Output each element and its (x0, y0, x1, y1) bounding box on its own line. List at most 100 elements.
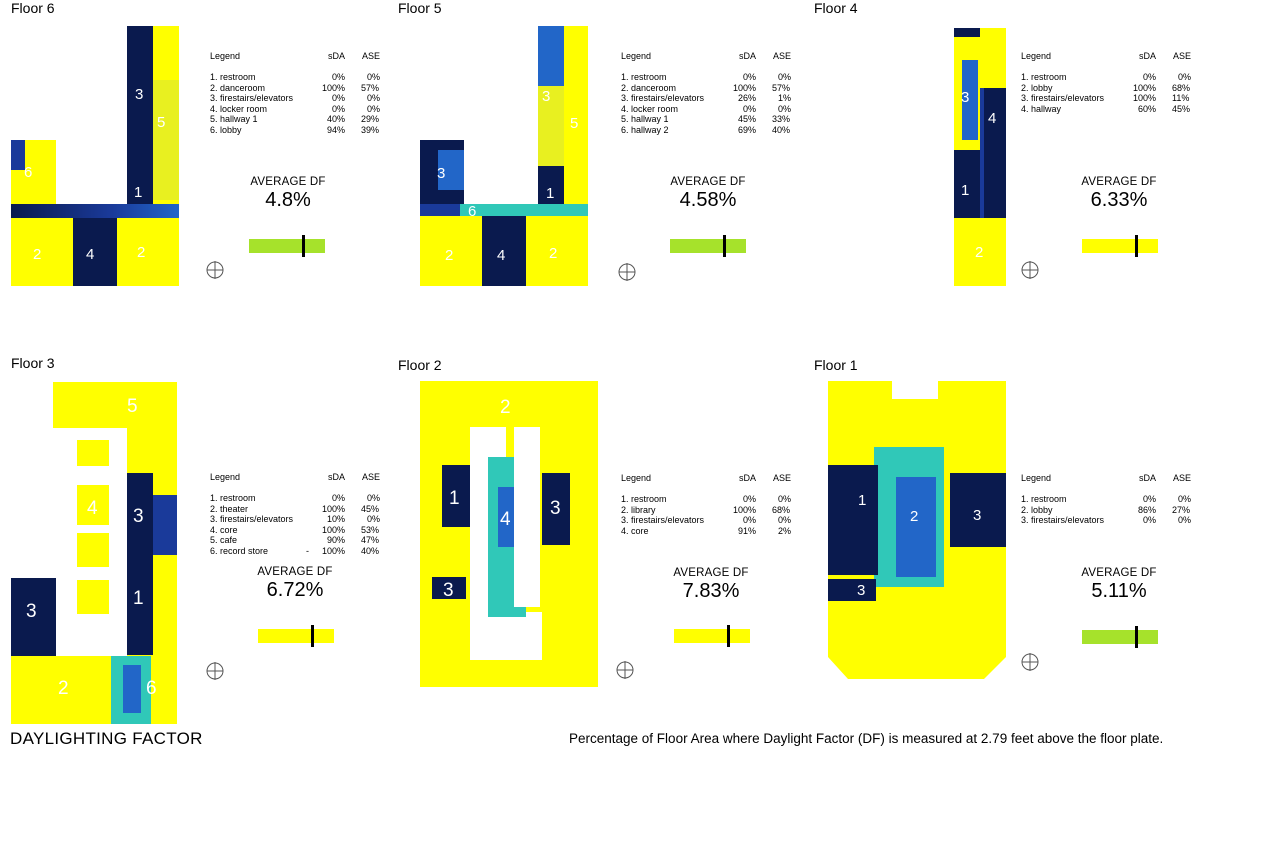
legend-row: 4. core 91% 2% (621, 526, 796, 537)
plan-label: 2 (549, 245, 557, 262)
north-arrow-icon (206, 662, 224, 680)
room-name: 3. firestairs/elevators (621, 93, 705, 104)
average-df: AVERAGE DF 5.11% (1064, 567, 1174, 603)
plan-label: 4 (87, 498, 98, 519)
room-name: 4. locker room (210, 103, 268, 114)
plan-label: 3 (437, 165, 445, 182)
plan-label: 6 (146, 678, 157, 699)
room-sda: 0% (332, 493, 346, 503)
room-sda: 100% (1133, 93, 1157, 104)
average-df: AVERAGE DF 6.33% (1064, 176, 1174, 212)
average-df: AVERAGE DF 4.58% (653, 176, 763, 212)
room-sda: 40% (327, 114, 346, 125)
df-bar (670, 235, 746, 257)
legend-row: 2. lobby 86% 27% (1021, 505, 1196, 516)
room-sda: 91% (738, 525, 757, 536)
plan-label: 1 (961, 182, 969, 199)
plan-label: 1 (133, 588, 144, 609)
room-sda: 0% (743, 515, 757, 526)
room-sda: 0% (1143, 494, 1157, 504)
floor-panel-4: Floor 4 3 4 1 2 Legend sDA ASE 1. restroom… (814, 0, 1234, 360)
plan-label: 1 (546, 185, 554, 202)
legend: Legend sDA ASE 1. restroom 0% 0% 2. library 10… (621, 473, 796, 536)
room-name: 6. lobby (210, 124, 242, 135)
legend-row: 4. hallway 60% 45% (1021, 104, 1196, 115)
plan-label: 5 (127, 396, 138, 417)
room-name: 2. danceroom (210, 82, 266, 93)
room-name: 1. restroom (621, 494, 667, 504)
room-name: 1. restroom (1021, 494, 1067, 504)
plan-label: 2 (33, 246, 41, 263)
room-sda: 100% (322, 503, 346, 514)
plan-label: 4 (497, 247, 505, 264)
plan-label: 5 (570, 115, 578, 132)
legend-row: 2. library 100% 68% (621, 505, 796, 516)
average-df-value: 4.8% (265, 189, 311, 211)
plan-label: 3 (135, 86, 143, 103)
room-name: 1. restroom (210, 493, 256, 503)
df-bar (674, 625, 750, 647)
legend-rows: 1. restroom 0% 0% 2. danceroom 100% 57% 3. fir… (621, 72, 796, 136)
room-ase: 0% (367, 72, 381, 82)
legend-row: 1. restroom 0% 0% (210, 493, 385, 504)
plan-label: 3 (961, 89, 969, 106)
df-bar (258, 625, 334, 647)
floor-panel-6: Floor 6 3 5 6 1 2 4 2 Legend sDA ASE 1. re… (11, 0, 431, 360)
legend-row: 5. cafe 90% 47% (210, 535, 385, 546)
room-ase: 68% (1172, 82, 1191, 93)
plan-label: 6 (468, 203, 476, 220)
plan-label: 3 (550, 498, 561, 519)
legend: Legend sDA ASE 1. restroom 0% 0% 2. theater 10… (210, 472, 385, 557)
room-ase: 57% (772, 82, 791, 93)
room-name: 6. record store (210, 545, 269, 556)
legend-row: 5. hallway 1 40% 29% (210, 114, 385, 125)
plan-label: 2 (137, 244, 145, 261)
room-ase: 0% (778, 103, 792, 114)
legend-row: 2. lobby 100% 68% (1021, 83, 1196, 94)
room-sda: 86% (1138, 504, 1157, 515)
room-sda: 0% (743, 72, 757, 82)
room-sda: 0% (332, 72, 346, 82)
legend: Legend sDA ASE 1. restroom 0% 0% 2. lobby 100%… (1021, 51, 1196, 114)
df-bar-marker (1135, 626, 1139, 648)
plan-label: 2 (910, 508, 918, 525)
legend-row: 6. hallway 2 69% 40% (621, 125, 796, 136)
legend-row: 1. restroom 0% 0% (1021, 72, 1196, 83)
average-df-value: 6.33% (1090, 189, 1148, 211)
plan-label: 4 (500, 509, 511, 530)
room-name: 2. lobby (1021, 82, 1053, 93)
room-name: 4. locker room (621, 103, 679, 114)
plan-label: 4 (86, 246, 94, 263)
legend-rows: 1. restroom 0% 0% 2. lobby 100% 68% 3. firesta… (1021, 72, 1196, 114)
room-sda: 0% (743, 103, 757, 114)
room-ase: 57% (361, 82, 380, 93)
room-dash: - (306, 545, 309, 556)
room-name: 1. restroom (1021, 72, 1067, 82)
room-ase: 68% (772, 504, 791, 515)
plan-label: 1 (449, 488, 460, 509)
room-name: 2. danceroom (621, 82, 677, 93)
legend-row: 2. danceroom 100% 57% (621, 83, 796, 94)
floor-title: Floor 5 (398, 0, 442, 16)
room-ase: 27% (1172, 504, 1191, 515)
north-arrow-icon (616, 661, 634, 679)
legend-row: 1. restroom 0% 0% (621, 494, 796, 505)
legend-row: 1. restroom 0% 0% (1021, 494, 1196, 505)
floor-plan-3: 5 4 3 1 3 2 6 (11, 382, 177, 724)
room-name: 5. cafe (210, 535, 238, 546)
room-ase: 33% (772, 114, 791, 125)
plan-label: 3 (542, 88, 550, 105)
room-ase: 40% (772, 124, 791, 135)
plan-label: 3 (133, 506, 144, 527)
room-name: 3. firestairs/elevators (210, 514, 294, 525)
room-sda: 26% (738, 93, 757, 104)
floor-title: Floor 4 (814, 0, 858, 16)
average-df-value: 7.83% (682, 580, 740, 602)
legend-row: 1. restroom 0% 0% (210, 72, 385, 83)
room-sda: 100% (322, 82, 346, 93)
floor-title: Floor 2 (398, 357, 442, 373)
floor-title: Floor 3 (11, 355, 55, 371)
room-ase: 0% (367, 103, 381, 114)
room-name: 5. hallway 1 (210, 114, 258, 125)
room-ase: 47% (361, 535, 380, 546)
